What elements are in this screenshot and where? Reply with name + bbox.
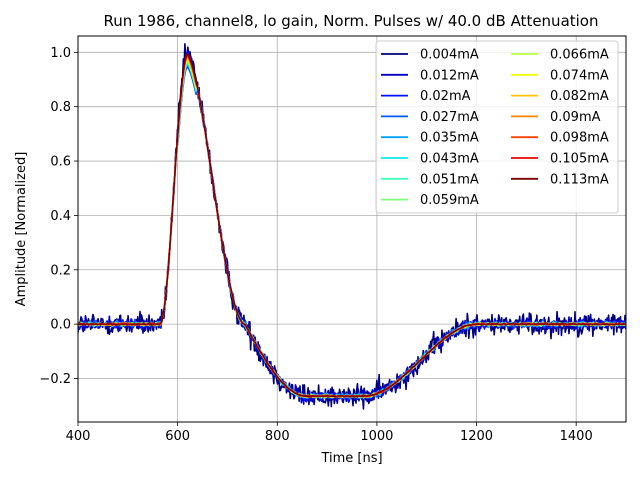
y-axis-label: Amplitude [Normalized] bbox=[14, 152, 29, 307]
y-tick-label: 0.0 bbox=[50, 318, 71, 333]
legend-label: 0.051mA bbox=[420, 172, 479, 187]
plot-area bbox=[78, 43, 626, 410]
legend-label: 0.066mA bbox=[550, 48, 609, 63]
legend-label: 0.043mA bbox=[420, 152, 479, 167]
legend-label: 0.059mA bbox=[420, 193, 479, 208]
legend-label: 0.113mA bbox=[550, 172, 609, 187]
series-line bbox=[78, 52, 626, 398]
legend-label: 0.105mA bbox=[550, 152, 609, 167]
legend-label: 0.035mA bbox=[420, 131, 479, 146]
legend-label: 0.082mA bbox=[550, 89, 609, 104]
y-tick-label: 0.8 bbox=[50, 100, 71, 115]
y-tick-label: 0.2 bbox=[50, 263, 71, 278]
legend-box bbox=[375, 40, 619, 214]
y-tick-label: 0.6 bbox=[50, 155, 71, 170]
y-tick-label: 1.0 bbox=[50, 46, 71, 61]
x-tick-label: 400 bbox=[66, 429, 91, 444]
legend: 0.004mA 0.012mA 0.02mA 0.027mA 0.035mA 0.043m… bbox=[375, 40, 619, 214]
legend-label: 0.02mA bbox=[420, 89, 471, 104]
legend-label: 0.004mA bbox=[420, 48, 479, 63]
y-tick-label: −0.2 bbox=[39, 372, 71, 387]
legend-label: 0.074mA bbox=[550, 68, 609, 83]
y-tick-label: 0.4 bbox=[50, 209, 71, 224]
x-tick-label: 1200 bbox=[460, 429, 493, 444]
legend-label: 0.098mA bbox=[550, 131, 609, 146]
x-axis-label: Time [ns] bbox=[320, 451, 382, 466]
x-tick-label: 600 bbox=[165, 429, 190, 444]
legend-label: 0.027mA bbox=[420, 110, 479, 125]
ticks: 400 600 800 1000 1200 1400 −0.2 0.0 0.2 0.4 0.6 0.8… bbox=[39, 46, 592, 444]
axes-frame bbox=[77, 35, 627, 423]
legend-label: 0.012mA bbox=[420, 68, 479, 83]
legend-label: 0.09mA bbox=[550, 110, 601, 125]
chart-title: Run 1986, channel8, lo gain, Norm. Pulse… bbox=[103, 12, 598, 30]
x-tick-label: 1000 bbox=[360, 429, 393, 444]
x-tick-label: 1400 bbox=[560, 429, 593, 444]
x-tick-label: 800 bbox=[265, 429, 290, 444]
